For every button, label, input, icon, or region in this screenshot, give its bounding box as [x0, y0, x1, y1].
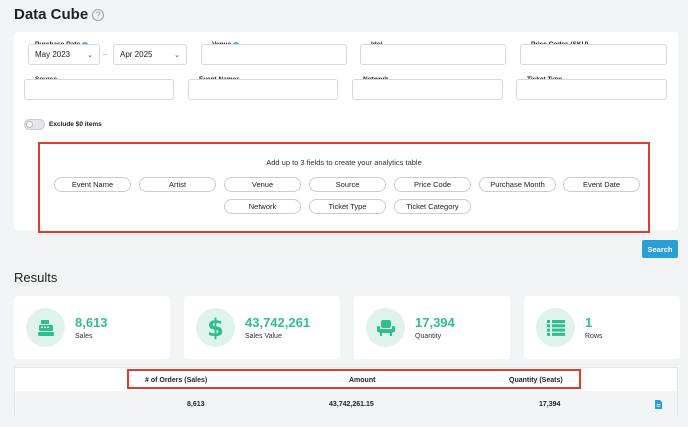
stat-icon-circle	[536, 308, 575, 347]
column-header-amount[interactable]: Amount	[349, 377, 376, 384]
stat-icon-circle	[26, 308, 65, 347]
results-title: Results	[14, 270, 58, 285]
stat-card-sales: 8,613 Sales	[14, 296, 170, 359]
idol-input[interactable]	[360, 44, 506, 65]
cell-quantity: 17,394	[539, 401, 561, 408]
cell-amount: 43,742,261.15	[329, 401, 374, 408]
stat-value: 43,742,261	[245, 315, 311, 330]
stat-label: Quantity	[415, 333, 442, 340]
purchase-date-to-value: Apr 2025	[120, 50, 153, 59]
fields-instruction: Add up to 3 fields to create your analyt…	[266, 158, 422, 167]
analytics-fields-panel: Add up to 3 fields to create your analyt…	[38, 142, 650, 233]
column-header-quantity[interactable]: Quantity (Seats)	[509, 377, 563, 384]
stat-label: Rows	[585, 333, 603, 340]
venue-input[interactable]	[201, 44, 347, 65]
stat-value: 17,394	[415, 315, 455, 330]
purchase-date-to-select[interactable]: Apr 2025 ⌄	[113, 44, 187, 65]
table-header-highlight	[127, 369, 581, 389]
search-button[interactable]: Search	[642, 240, 678, 258]
page-title-text: Data Cube	[14, 6, 89, 23]
field-pill-event-name[interactable]: Event Name	[54, 177, 131, 192]
table-row	[15, 391, 677, 415]
results-table: # of Orders (Sales) Amount Quantity (Sea…	[14, 367, 678, 415]
column-header-orders[interactable]: # of Orders (Sales)	[145, 377, 208, 384]
purchase-date-from-value: May 2023	[35, 50, 71, 59]
exclude-zero-toggle[interactable]	[24, 119, 45, 130]
field-pill-network[interactable]: Network	[224, 199, 301, 214]
stat-card-rows: 1 Rows	[524, 296, 680, 359]
stat-card-quantity: 17,394 Quantity	[354, 296, 510, 359]
page-title: Data Cube ?	[14, 6, 105, 23]
field-pill-price-code[interactable]: Price Code	[394, 177, 471, 192]
field-pill-artist[interactable]: Artist	[139, 177, 216, 192]
document-export-icon[interactable]	[655, 400, 662, 409]
stat-card-sales-value: $ 43,742,261 Sales Value	[184, 296, 340, 359]
price-codes-input[interactable]	[520, 44, 667, 65]
stat-label: Sales	[75, 333, 93, 340]
filter-panel: Purchase Date i May 2023 ⌄ – Apr 2025 ⌄ …	[14, 32, 678, 233]
seat-icon	[376, 319, 395, 336]
source-input[interactable]	[24, 79, 174, 100]
date-range-separator: –	[103, 50, 108, 59]
field-pill-source[interactable]: Source	[309, 177, 386, 192]
ticket-type-input[interactable]	[516, 79, 667, 100]
field-pill-purchase-month[interactable]: Purchase Month	[479, 177, 556, 192]
purchase-date-from-select[interactable]: May 2023 ⌄	[28, 44, 100, 65]
stat-icon-circle	[366, 308, 405, 347]
exclude-zero-label: Exclude $0 items	[49, 121, 102, 128]
chevron-down-icon: ⌄	[174, 51, 180, 59]
list-icon	[546, 319, 565, 336]
field-pill-venue[interactable]: Venue	[224, 177, 301, 192]
stat-label: Sales Value	[245, 333, 282, 340]
stat-icon-circle: $	[196, 308, 235, 347]
cell-orders: 8,613	[187, 401, 205, 408]
event-names-input[interactable]	[188, 79, 338, 100]
cash-register-icon	[37, 319, 54, 336]
field-pill-ticket-category[interactable]: Ticket Category	[394, 199, 471, 214]
chevron-down-icon: ⌄	[87, 51, 93, 59]
stat-value: 8,613	[75, 315, 108, 330]
toggle-knob	[26, 121, 33, 128]
help-icon[interactable]: ?	[92, 8, 105, 21]
network-input[interactable]	[352, 79, 503, 100]
field-pill-event-date[interactable]: Event Date	[563, 177, 640, 192]
dollar-icon: $	[207, 313, 224, 342]
stat-value: 1	[585, 315, 593, 330]
field-pill-ticket-type[interactable]: Ticket Type	[309, 199, 386, 214]
